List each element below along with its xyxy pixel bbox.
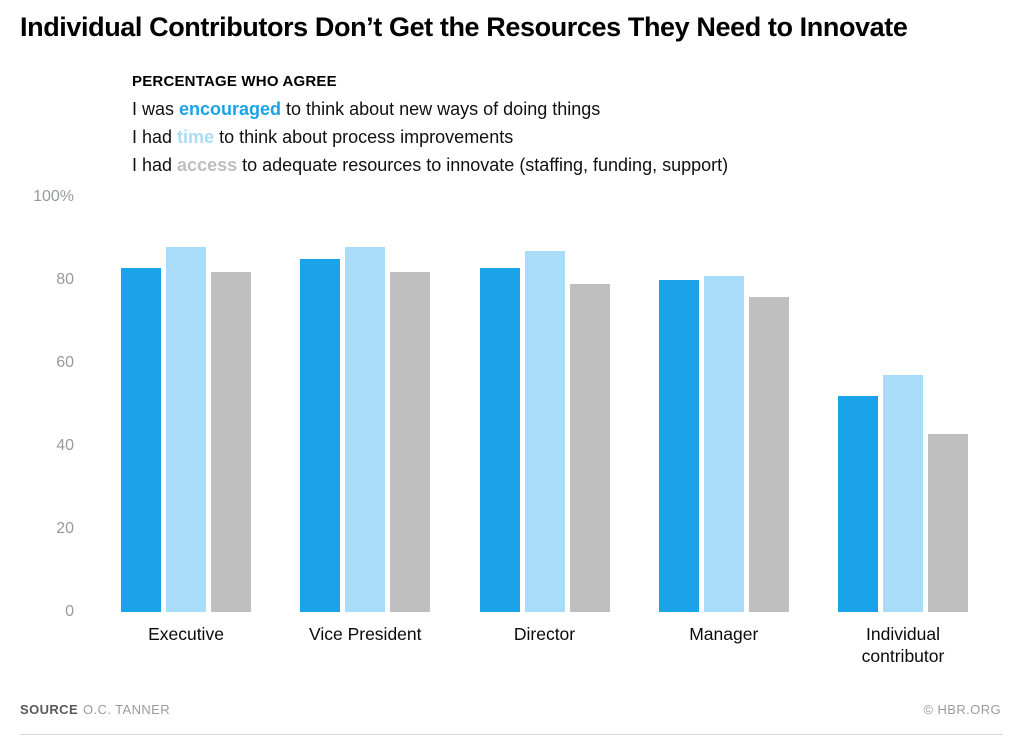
plot-area: Executive Vice President Director Manager In…	[100, 197, 989, 668]
bar-group: Vice President	[279, 197, 451, 646]
category-label: Individual contributor	[861, 624, 945, 666]
y-axis-tick-label: 0	[65, 603, 74, 620]
bar-access	[211, 271, 251, 612]
bar-cluster	[300, 197, 431, 612]
bar-encouraged	[479, 267, 520, 612]
bar-chart: 0 20 40 60 80 100% Executive Vice President Dir…	[20, 189, 1001, 668]
bar-time	[883, 375, 923, 612]
bar-cluster	[121, 197, 251, 612]
y-axis: 0 20 40 60 80 100%	[20, 189, 86, 620]
legend-line-time: I had time to think about process improv…	[132, 123, 1001, 151]
category-label: Manager	[689, 624, 759, 644]
category-label: Vice President	[308, 624, 422, 644]
page-title: Individual Contributors Don’t Get the Re…	[20, 12, 908, 42]
copyright: © HBR.ORG	[923, 701, 1001, 717]
legend-line-encouraged: I was encouraged to think about new ways…	[132, 95, 1001, 123]
source-label: SOURCE	[20, 701, 79, 717]
legend-keyword: encouraged	[179, 99, 282, 119]
bar-time	[524, 250, 565, 612]
source-note: SOURCE O.C. TANNER	[20, 702, 170, 717]
footer: SOURCE O.C. TANNER © HBR.ORG	[20, 702, 1001, 717]
legend-text-pre: I was	[132, 99, 180, 119]
bar-encouraged	[121, 267, 161, 612]
legend-text-post: to think about new ways of doing things	[281, 99, 601, 119]
y-axis-tick-label: 40	[56, 437, 74, 454]
legend-text-post: to adequate resources to innovate (staff…	[237, 155, 729, 175]
legend-text-post: to think about process improvements	[214, 127, 514, 147]
bar-access	[748, 296, 789, 612]
legend-keyword: access	[177, 155, 238, 175]
bar-time	[703, 275, 744, 612]
bar-group: Director	[459, 197, 631, 646]
bar-cluster	[658, 197, 789, 612]
chart-legend: PERCENTAGE WHO AGREE I was encouraged to…	[132, 73, 1001, 179]
category-label: Director	[513, 624, 576, 644]
y-axis-tick-label: 80	[56, 271, 74, 288]
y-axis-tick-label: 100%	[33, 188, 74, 205]
bar-time	[345, 246, 386, 612]
legend-keyword: time	[177, 127, 215, 147]
legend-text-pre: I had	[132, 127, 178, 147]
bar-encouraged	[300, 259, 341, 612]
y-axis-tick-label: 20	[56, 520, 74, 537]
bottom-divider	[20, 734, 1003, 735]
bar-encouraged	[658, 280, 699, 612]
bar-group: Manager	[638, 197, 810, 646]
bar-access	[928, 433, 968, 612]
bar-cluster	[838, 197, 968, 612]
bar-group: Executive	[100, 197, 272, 646]
legend-text-pre: I had	[132, 155, 178, 175]
y-axis-tick-label: 60	[56, 354, 74, 371]
category-label: Executive	[148, 624, 224, 644]
bar-group: Individual contributor	[817, 197, 989, 668]
bar-access	[390, 271, 431, 612]
bar-encouraged	[838, 396, 878, 612]
bar-access	[569, 284, 610, 612]
legend-heading: PERCENTAGE WHO AGREE	[132, 73, 337, 90]
bar-time	[166, 246, 206, 612]
source-value: O.C. TANNER	[83, 701, 171, 717]
bar-cluster	[479, 197, 610, 612]
legend-line-access: I had access to adequate resources to in…	[132, 151, 1001, 179]
